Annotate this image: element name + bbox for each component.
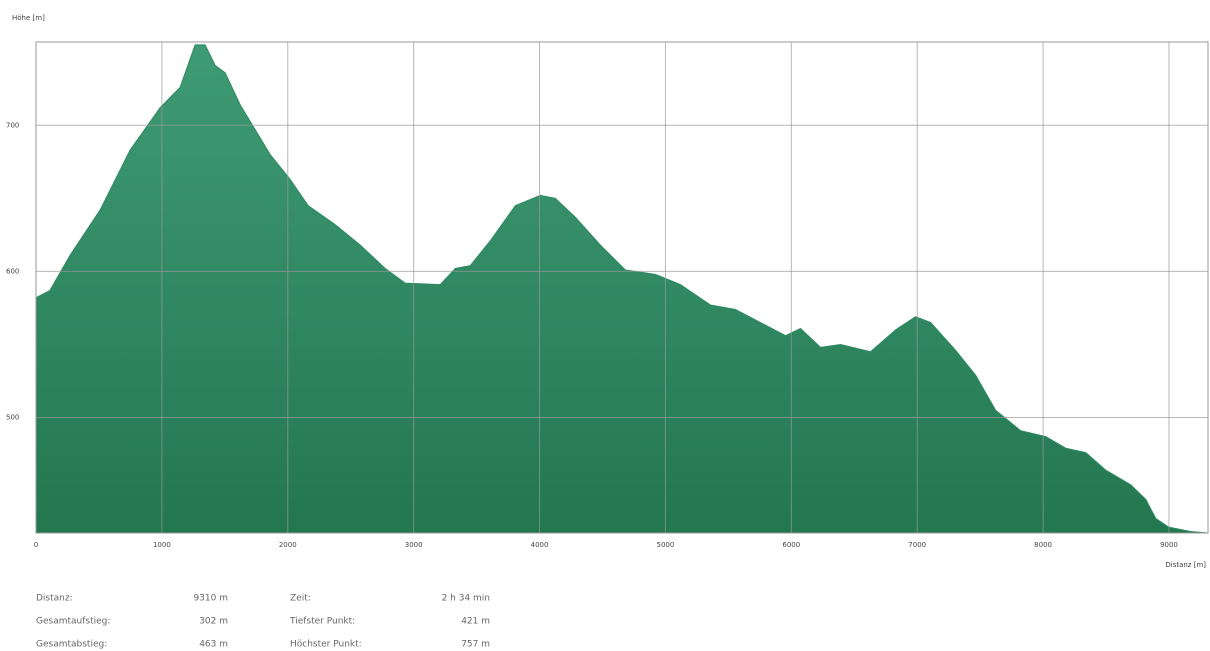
stat-value: 302 m bbox=[199, 617, 228, 627]
plot-border bbox=[35, 41, 1209, 534]
stat-label: Distanz: bbox=[36, 594, 73, 604]
x-tick-label: 6000 bbox=[782, 541, 800, 549]
x-tick-label: 9000 bbox=[1160, 541, 1178, 549]
x-tick-label: 3000 bbox=[405, 541, 423, 549]
stat-value: 757 m bbox=[461, 640, 490, 650]
y-tick-label: 600 bbox=[6, 267, 19, 275]
x-tick-label: 0 bbox=[34, 541, 38, 549]
x-tick-label: 2000 bbox=[279, 541, 297, 549]
stat-label: Tiefster Punkt: bbox=[289, 617, 355, 627]
x-tick-label: 5000 bbox=[657, 541, 675, 549]
stat-value: 463 m bbox=[199, 640, 228, 650]
y-tick-label: 500 bbox=[6, 414, 19, 422]
y-axis-label: Höhe [m] bbox=[12, 14, 45, 22]
x-tick-label: 4000 bbox=[531, 541, 549, 549]
x-axis-label: Distanz [m] bbox=[1165, 561, 1206, 569]
stat-value: 421 m bbox=[461, 617, 490, 627]
stat-label: Höchster Punkt: bbox=[290, 640, 362, 650]
stat-label: Gesamtaufstieg: bbox=[36, 617, 110, 627]
stat-value: 2 h 34 min bbox=[442, 594, 490, 604]
x-tick-label: 7000 bbox=[908, 541, 926, 549]
y-tick-label: 700 bbox=[6, 121, 19, 129]
stat-value: 9310 m bbox=[193, 594, 228, 604]
x-tick-label: 1000 bbox=[153, 541, 171, 549]
stat-label: Gesamtabstieg: bbox=[36, 640, 107, 650]
elevation-area bbox=[35, 44, 1209, 534]
x-tick-label: 8000 bbox=[1034, 541, 1052, 549]
stat-label: Zeit: bbox=[290, 594, 311, 604]
